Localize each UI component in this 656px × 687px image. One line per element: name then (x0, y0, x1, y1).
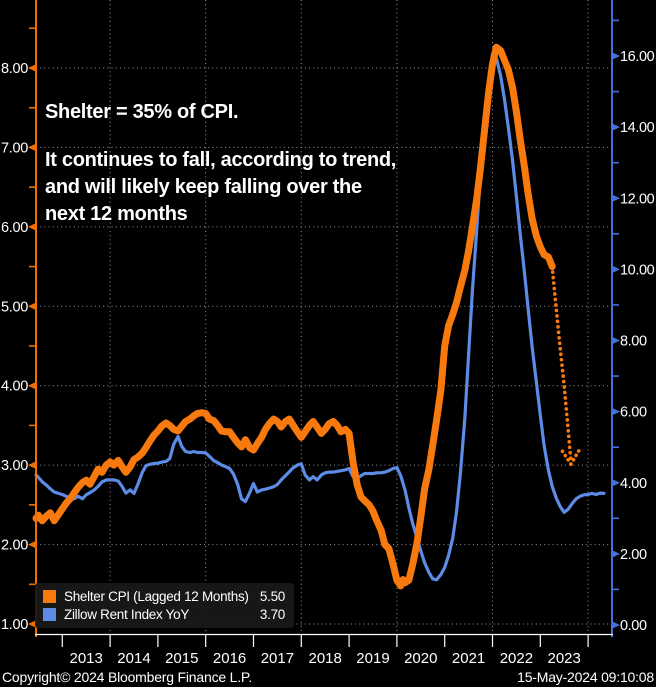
legend-label: Zillow Rent Index YoY (64, 607, 190, 623)
x-axis-year-label: 2017 (261, 650, 294, 667)
right-axis-label: 16.00 (620, 49, 655, 65)
x-axis-year-label: 2014 (117, 650, 150, 667)
left-axis-label: 2.00 (1, 538, 28, 554)
left-axis-tick-icon (28, 223, 36, 231)
left-axis-tick-icon (28, 64, 36, 72)
right-axis-label: 0.00 (620, 618, 647, 634)
right-axis-label: 4.00 (620, 476, 647, 492)
left-axis-label: 3.00 (1, 458, 28, 474)
left-axis-tick-icon (28, 381, 36, 390)
annotation-headline: Shelter = 35% of CPI. (45, 101, 239, 123)
right-axis-tick-icon (612, 336, 620, 345)
right-axis-tick-icon (612, 478, 620, 487)
legend-row-shelter-cpi[interactable]: Shelter CPI (Lagged 12 Months) 5.50 (43, 589, 285, 604)
series-shelter-cpi-lagged-12-months- (32, 43, 556, 590)
annotation-line: next 12 months (45, 203, 188, 225)
shelter-cpi-swatch-icon (43, 589, 56, 603)
left-axis: 8.00 7.00 6.00 5.00 4.00 3.00 2.00 1.00 (1, 0, 37, 637)
left-axis-tick-icon (28, 302, 36, 311)
series-shelter-cpi-trend-projection (550, 264, 573, 463)
annotation-line: and will likely keep falling over the (45, 176, 362, 198)
right-axis: 16.00 14.00 12.00 10.00 8.00 6.00 4.00 2.00 0.00 (611, 0, 655, 637)
annotation-body: It continues to fall, according to trend… (45, 147, 396, 228)
left-axis-label: 8.00 (1, 61, 28, 77)
x-axis: 2013 2014 2015 2016 2017 2018 2019 2020 2021 2022… (35, 633, 613, 667)
right-axis-label: 6.00 (620, 405, 647, 421)
x-axis-year-label: 2018 (309, 650, 342, 667)
right-axis-tick-icon (612, 123, 620, 131)
legend: Shelter CPI (Lagged 12 Months) 5.50 Zill… (35, 583, 294, 628)
left-axis-label: 6.00 (1, 220, 28, 236)
copyright-text: Copyright© 2024 Bloomberg Finance L.P. (2, 669, 252, 685)
left-axis-label: 5.00 (1, 299, 28, 315)
left-axis-label: 1.00 (1, 617, 28, 633)
legend-label: Shelter CPI (Lagged 12 Months) (64, 588, 249, 604)
right-axis-tick-icon (612, 550, 620, 558)
right-axis-label: 14.00 (620, 120, 655, 136)
right-axis-tick-icon (612, 621, 620, 629)
right-axis-label: 8.00 (620, 334, 647, 350)
left-axis-tick-icon (28, 461, 36, 469)
right-axis-label: 2.00 (620, 547, 647, 563)
x-axis-year-label: 2019 (356, 650, 389, 667)
x-axis-year-label: 2020 (404, 650, 437, 667)
x-axis-year-label: 2015 (165, 650, 198, 667)
right-axis-tick-icon (612, 194, 620, 203)
legend-row-zillow-rent[interactable]: Zillow Rent Index YoY 3.70 (43, 607, 285, 622)
right-axis-tick-icon (612, 52, 620, 60)
legend-value: 3.70 (259, 607, 285, 623)
x-axis-year-label: 2021 (452, 650, 485, 667)
left-axis-tick-icon (28, 540, 36, 549)
timestamp-text: 15-May-2024 09:10:08 (517, 669, 654, 685)
right-axis-tick-icon (612, 265, 620, 274)
legend-value: 5.50 (259, 588, 285, 604)
x-axis-year-label: 2023 (548, 650, 581, 667)
left-axis-label: 4.00 (1, 379, 28, 395)
x-axis-year-label: 2022 (500, 650, 533, 667)
left-axis-tick-icon (28, 143, 36, 152)
right-axis-tick-icon (612, 407, 620, 416)
annotation-text: Shelter = 35% of CPI. It continues to fa… (45, 100, 396, 228)
left-axis-label: 7.00 (1, 140, 28, 156)
gridlines (36, 0, 612, 634)
right-axis-label: 12.00 (620, 191, 655, 207)
right-axis-label: 10.00 (620, 262, 655, 278)
left-axis-tick-icon (28, 620, 36, 628)
x-axis-year-label: 2013 (70, 650, 103, 667)
annotation-line: It continues to fall, according to trend… (45, 149, 397, 171)
series-zillow-rent-index-yoy (34, 52, 606, 582)
x-axis-year-label: 2016 (213, 650, 246, 667)
zillow-rent-swatch-icon (43, 608, 56, 622)
